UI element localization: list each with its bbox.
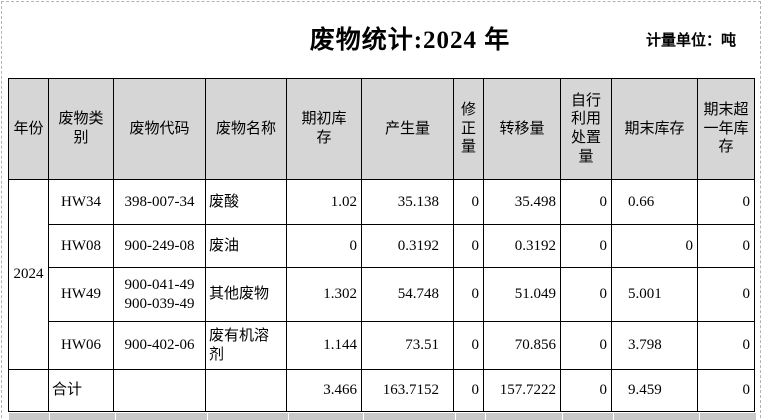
cell-hw08-code: 900-249-08 [113,224,206,268]
cell-hw06-generated: 73.51 [361,321,454,370]
cell-hw49-opening: 1.302 [286,267,362,322]
cell-hw06-self-disposal: 0 [560,321,612,370]
cell-year: 2024 [8,179,49,370]
unit-label: 计量单位：吨 [645,33,736,49]
cell-total-year-empty [8,369,49,412]
cell-hw34-category: HW34 [48,179,114,225]
cell-hw49-generated: 54.748 [361,267,454,322]
header-self-disposal: 自行 利用 处置 量 [560,78,612,180]
title-area: 废物统计:2024 年 计量单位：吨 [2,2,760,78]
cell-hw08-transferred: 0.3192 [483,224,561,268]
cell-hw06-category: HW06 [48,321,114,370]
header-opening-stock: 期初库 存 [286,78,362,180]
cell-hw06-correction: 0 [453,321,484,370]
table-row: HW08 900-249-08 废油 0 0.3192 0 0.3192 0 0… [9,224,755,268]
header-year: 年份 [8,78,49,180]
cell-hw49-closing: 5.001 [611,267,698,322]
cell-total-opening: 3.466 [286,369,362,412]
header-closing-stock: 期末库存 [611,78,698,180]
cell-hw08-closing: 0 [611,224,698,268]
header-generated: 产生量 [361,78,454,180]
cell-hw08-self-disposal: 0 [560,224,612,268]
cell-total-name-empty [205,369,287,412]
cell-hw34-opening: 1.02 [286,179,362,225]
cell-hw34-code: 398-007-34 [113,179,206,225]
page-title: 废物统计:2024 年 [309,27,511,54]
cell-total-generated: 163.7152 [361,369,454,412]
header-row: 年份 废物类 别 废物代码 废物名称 期初库 存 产生量 修 正 量 转移量 自… [8,78,755,180]
table-row: HW49 900-041-49 900-039-49 其他废物 1.302 54… [9,267,755,322]
cell-hw34-name: 废酸 [205,179,287,225]
cell-hw49-category: HW49 [48,267,114,322]
header-waste-name: 废物名称 [205,78,287,180]
cell-hw49-correction: 0 [453,267,484,322]
cell-hw08-over-one-year: 0 [697,224,755,268]
cell-hw34-generated: 35.138 [361,179,454,225]
table-row: HW06 900-402-06 废有机溶剂 1.144 73.51 0 70.8… [9,321,755,370]
waste-statistics-table: 年份 废物类 别 废物代码 废物名称 期初库 存 产生量 修 正 量 转移量 自… [8,78,755,412]
header-over-one-year: 期末超 一年库 存 [697,78,755,180]
header-waste-code: 废物代码 [113,78,206,180]
cell-hw08-generated: 0.3192 [361,224,454,268]
cell-hw06-transferred: 70.856 [483,321,561,370]
cell-hw06-opening: 1.144 [286,321,362,370]
cell-hw49-code: 900-041-49 900-039-49 [113,267,206,322]
cell-hw34-closing: 0.66 [611,179,698,225]
cell-hw06-name: 废有机溶剂 [205,321,287,370]
cell-hw34-transferred: 35.498 [483,179,561,225]
cell-total-self-disposal: 0 [560,369,612,412]
cell-hw49-over-one-year: 0 [697,267,755,322]
cell-hw49-transferred: 51.049 [483,267,561,322]
cell-total-over-one-year: 0 [697,369,755,412]
cell-hw08-opening: 0 [286,224,362,268]
cell-hw06-code: 900-402-06 [113,321,206,370]
cell-hw34-correction: 0 [453,179,484,225]
cell-hw34-self-disposal: 0 [560,179,612,225]
cell-total-transferred: 157.7222 [483,369,561,412]
cell-hw49-self-disposal: 0 [560,267,612,322]
header-correction: 修 正 量 [453,78,484,180]
cell-hw08-category: HW08 [48,224,114,268]
next-row-cutoff-strip [9,413,756,420]
cell-total-label: 合计 [48,369,114,412]
table-row: 2024 HW34 398-007-34 废酸 1.02 35.138 0 35… [8,179,755,370]
header-waste-category: 废物类 别 [48,78,114,180]
total-row: 合计 3.466 163.7152 0 157.7222 0 9.459 0 [8,369,755,412]
cell-hw06-over-one-year: 0 [697,321,755,370]
cell-hw34-over-one-year: 0 [697,179,755,225]
header-transferred: 转移量 [483,78,561,180]
cell-hw06-closing: 3.798 [611,321,698,370]
cell-total-code-empty [113,369,206,412]
cell-hw08-name: 废油 [205,224,287,268]
cell-hw08-correction: 0 [453,224,484,268]
cell-hw49-name: 其他废物 [205,267,287,322]
cell-total-correction: 0 [453,369,484,412]
cell-total-closing: 9.459 [611,369,698,412]
